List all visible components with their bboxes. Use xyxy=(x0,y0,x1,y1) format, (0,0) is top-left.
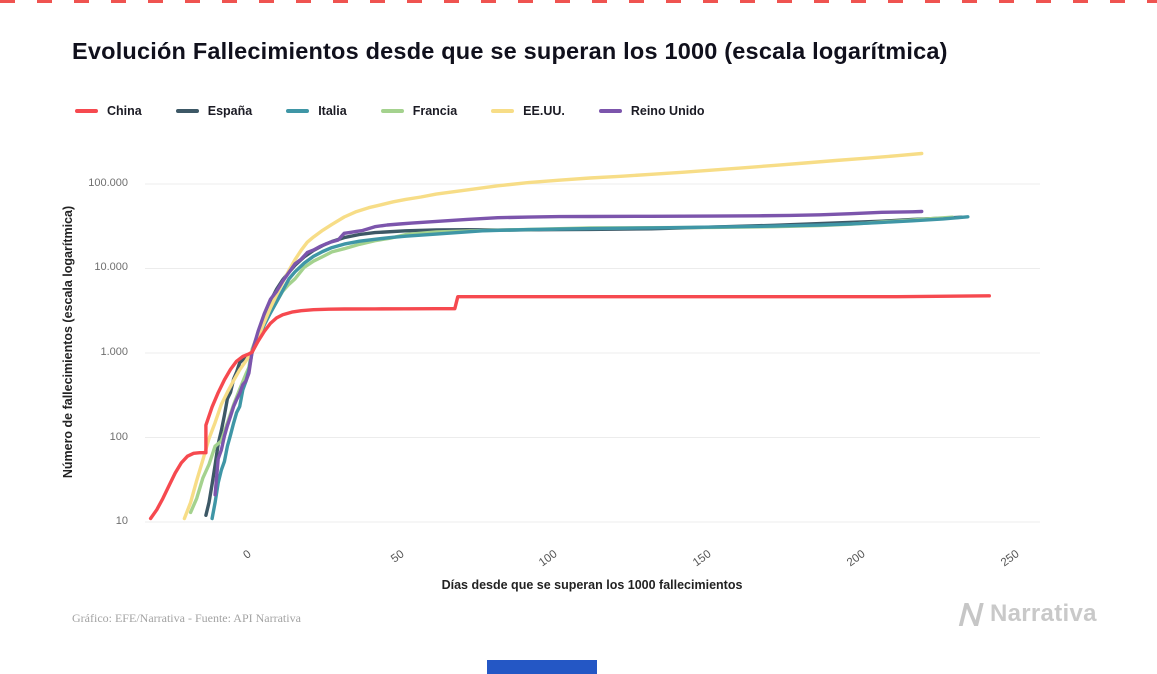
source-credit: Gráfico: EFE/Narrativa - Fuente: API Nar… xyxy=(72,611,301,625)
y-tick-1000: 1.000 xyxy=(100,346,128,358)
legend-swatch-italia xyxy=(286,109,310,113)
legend-item-reino-unido: Reino Unido xyxy=(598,104,705,118)
legend-label-espana: España xyxy=(207,104,253,118)
series-line-eeuu xyxy=(182,151,924,521)
legend-swatch-espana xyxy=(175,109,199,113)
legend-label-reino-unido: Reino Unido xyxy=(630,104,705,118)
page-title: Evolución Fallecimientos desde que se su… xyxy=(72,38,948,64)
narrativa-logo-icon xyxy=(958,602,985,627)
bottom-blue-bar xyxy=(487,660,597,674)
legend-label-italia: Italia xyxy=(318,104,347,118)
legend-item-italia: Italia xyxy=(286,104,347,118)
legend-swatch-china xyxy=(75,109,98,113)
series-line-china xyxy=(148,294,991,521)
legend-swatch-reino-unido xyxy=(598,109,622,113)
legend-swatch-francia xyxy=(380,109,404,113)
legend-item-francia: Francia xyxy=(380,104,458,118)
narrativa-wordmark: Narrativa xyxy=(990,600,1097,627)
top-dashed-border xyxy=(0,0,1157,3)
legend-label-eeuu: EE.UU. xyxy=(523,104,565,118)
legend-label-china: China xyxy=(107,104,142,118)
narrativa-logo[interactable]: Narrativa xyxy=(958,600,1097,628)
legend-item-eeuu: EE.UU. xyxy=(491,104,565,118)
y-tick-10000: 10.000 xyxy=(94,261,128,273)
legend-label-francia: Francia xyxy=(412,104,458,118)
series-line-italia xyxy=(210,215,970,521)
legend-item-espana: España xyxy=(175,104,253,118)
series-line-espana xyxy=(204,215,964,517)
y-tick-100: 100 xyxy=(109,431,128,443)
legend-item-china: China xyxy=(75,104,142,118)
legend-swatch-eeuu xyxy=(491,109,515,113)
legend: China España Italia Francia EE.UU. Reino… xyxy=(75,104,704,118)
series-line-reino-unido xyxy=(213,209,924,497)
y-tick-10: 10 xyxy=(115,515,128,527)
y-tick-100000: 100.000 xyxy=(88,177,128,189)
x-axis-title: Días desde que se superan los 1000 falle… xyxy=(441,578,743,592)
